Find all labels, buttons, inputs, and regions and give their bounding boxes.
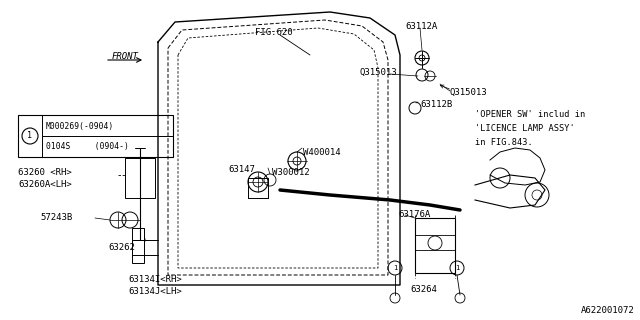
Text: FRONT: FRONT — [112, 52, 139, 61]
Text: 63260A<LH>: 63260A<LH> — [18, 180, 72, 189]
Text: 63112A: 63112A — [405, 22, 437, 31]
Text: FIG.620: FIG.620 — [255, 28, 292, 37]
Text: Q315013: Q315013 — [450, 88, 488, 97]
Text: 57243B: 57243B — [40, 213, 72, 222]
Text: 63260 <RH>: 63260 <RH> — [18, 168, 72, 177]
Text: 0104S     (0904-): 0104S (0904-) — [46, 142, 129, 151]
Bar — [415, 218, 455, 273]
Text: 1: 1 — [28, 132, 33, 140]
Text: 'LICENCE LAMP ASSY': 'LICENCE LAMP ASSY' — [475, 124, 575, 133]
Bar — [125, 158, 155, 198]
Text: 1: 1 — [393, 265, 397, 271]
Text: A622001072: A622001072 — [581, 306, 635, 315]
Text: Q315013: Q315013 — [360, 68, 397, 77]
Text: 'OPENER SW' includ in: 'OPENER SW' includ in — [475, 110, 585, 119]
Text: 1: 1 — [455, 265, 459, 271]
Text: 63176A: 63176A — [398, 210, 430, 219]
Text: in FIG.843.: in FIG.843. — [475, 138, 532, 147]
Text: W400014: W400014 — [303, 148, 340, 157]
Text: 63112B: 63112B — [420, 100, 452, 109]
Bar — [132, 228, 144, 263]
Text: 63134J<LH>: 63134J<LH> — [128, 287, 182, 296]
Bar — [18, 115, 173, 157]
Text: M000269(-0904): M000269(-0904) — [46, 123, 115, 132]
Text: W300012: W300012 — [272, 168, 310, 177]
Text: 63262: 63262 — [108, 243, 135, 252]
Circle shape — [22, 128, 38, 144]
Text: 63264: 63264 — [410, 285, 437, 294]
Text: 63147: 63147 — [228, 165, 255, 174]
Text: 63134I<RH>: 63134I<RH> — [128, 275, 182, 284]
